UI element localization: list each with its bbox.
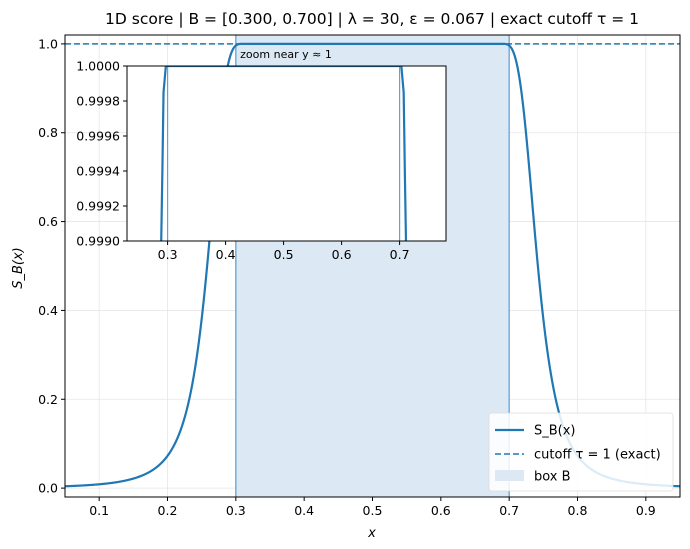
inset-plot-area: [127, 66, 446, 241]
y-tick-label: 0.0: [38, 481, 58, 496]
legend-swatch-box: [495, 470, 524, 481]
x-tick-label: 0.6: [431, 503, 451, 518]
legend-box: [488, 412, 674, 492]
inset-y-tick-label: 0.9998: [76, 94, 120, 109]
y-tick-label: 0.4: [38, 303, 58, 318]
chart-title: 1D score | B = [0.300, 0.700] | λ = 30, …: [105, 10, 639, 28]
legend: S_B(x)cutoff τ = 1 (exact) box B: [488, 412, 674, 492]
inset-score-curve: [160, 66, 408, 241]
inset-title: zoom near y ≈ 1: [240, 48, 332, 61]
x-tick-label: 0.4: [294, 503, 314, 518]
inset-y-tick-label: 0.9994: [76, 164, 120, 179]
x-tick-label: 0.2: [158, 503, 178, 518]
x-tick-label: 0.5: [363, 503, 383, 518]
y-tick-label: 0.8: [38, 125, 58, 140]
inset-x-tick-label: 0.4: [216, 247, 236, 262]
inset-x-tick-label: 0.6: [332, 247, 352, 262]
x-tick-label: 0.1: [89, 503, 109, 518]
x-tick-label: 0.9: [636, 503, 656, 518]
inset-x-tick-label: 0.5: [274, 247, 294, 262]
x-tick-label: 0.3: [226, 503, 246, 518]
inset-axes: 0.3 0.4 0.5 0.6 0.7 0.9990 0.9992 0.9994 0.9996 0…: [76, 59, 447, 262]
inset-x-tick-label: 0.7: [390, 247, 410, 262]
x-tick-label: 0.7: [499, 503, 519, 518]
y-tick-label: 0.2: [38, 392, 58, 407]
x-tick-label: 0.8: [568, 503, 588, 518]
y-tick-label: 0.6: [38, 214, 58, 229]
inset-y-tick-label: 0.9996: [76, 129, 120, 144]
inset-y-tick-label: 1.0000: [76, 59, 120, 74]
inset-x-tick-label: 0.3: [158, 247, 178, 262]
legend-label: S_B(x): [534, 424, 576, 439]
legend-label: cutoff τ = 1 (exact): [534, 448, 661, 463]
legend-label: box B: [534, 470, 571, 485]
inset-y-tick-label: 0.9992: [76, 199, 120, 214]
y-axis-label: S_B(x): [11, 247, 26, 289]
inset-y-tick-label: 0.9990: [76, 234, 120, 249]
y-tick-label: 1.0: [38, 36, 58, 51]
inset-frame: [126, 65, 447, 242]
x-axis-label: x: [367, 526, 376, 541]
